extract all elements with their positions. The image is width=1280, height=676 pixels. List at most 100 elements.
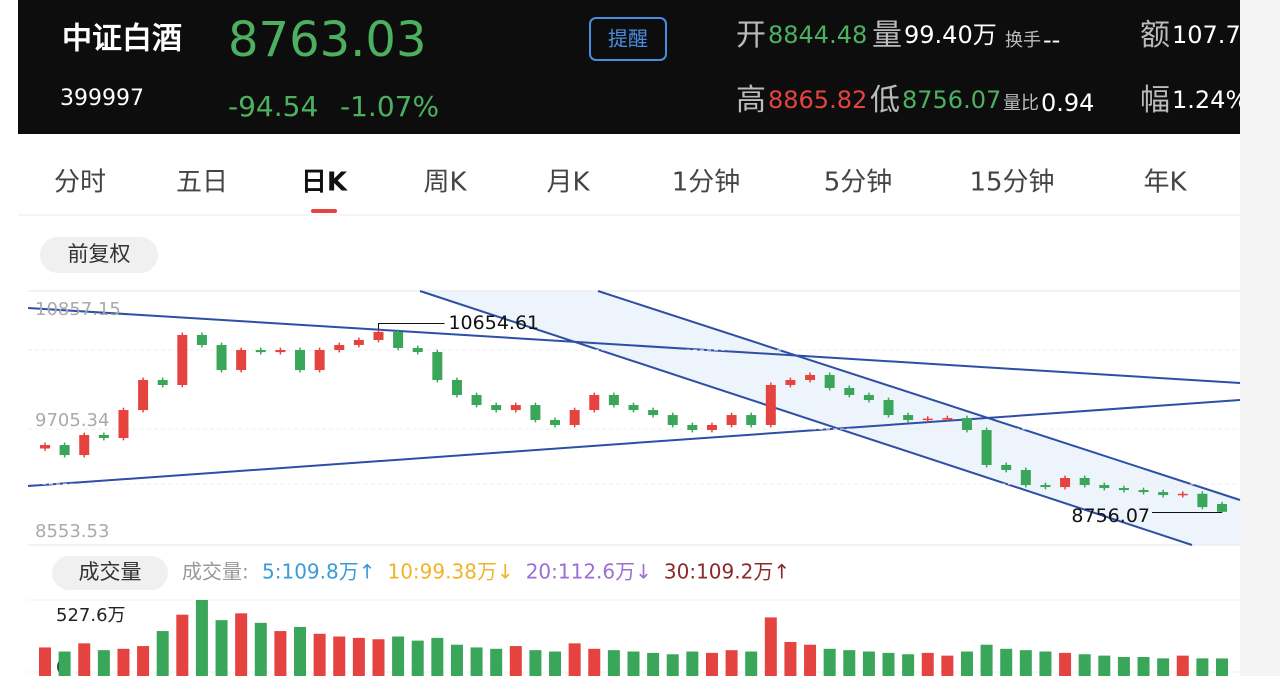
volume-bar [392,636,405,676]
tab[interactable]: 15分钟 [969,168,1054,198]
candle-body [844,387,855,396]
trend-line [27,399,1241,487]
volume-bar [784,641,797,676]
volume-bar [862,651,875,676]
candle-body [393,331,404,348]
volume-bar [58,651,71,676]
ma-legend: 5:109.8万↑ [262,560,375,584]
side-strip [1240,0,1280,676]
volume-bar [137,646,150,676]
stat-label: 高 [736,83,766,118]
tab[interactable]: 五日 [176,168,228,198]
volume-bar [1137,656,1150,676]
volume-bar [235,613,248,676]
candle-body [79,435,90,456]
volume-bar [470,647,483,676]
volume-pill[interactable] [52,556,168,590]
volume-title[interactable]: 成交量 [79,560,142,584]
volume-bar [647,652,660,676]
stat-value: 0.94 [1041,89,1094,117]
candle-body [1001,464,1012,470]
volume-bar [274,631,287,676]
candle-body [589,395,600,411]
volume-bar [450,644,463,676]
candle-body [667,415,678,425]
candle-body [451,379,462,396]
volume-bar [117,648,130,676]
candle-body [432,352,443,380]
tab[interactable]: 周K [423,168,467,198]
candle-body [608,395,619,406]
volume-bar [980,644,993,676]
tab[interactable]: 1分钟 [672,168,741,198]
tab-underline [311,209,337,213]
candle-body [530,405,541,420]
volume-legend-label: 成交量: [182,560,249,584]
tab[interactable]: 日K [301,168,348,198]
stat: 换手-- [1005,26,1060,54]
volume-bar [352,637,365,676]
volume-bar [215,620,228,676]
volume-bar [195,600,208,676]
tab[interactable]: 月K [546,168,590,198]
adjust-label[interactable]: 前复权 [68,242,131,266]
volume-bar [1039,651,1052,676]
volume-bar [627,651,640,676]
candle-body [177,334,188,385]
stat-value: 107.7 [1172,21,1241,49]
tab[interactable]: 分时 [54,168,106,198]
candle-body [706,424,717,430]
candle-body [118,410,129,438]
volume-bar [1059,652,1072,676]
candle-body [157,379,168,385]
volume-bar [176,614,189,676]
stat-label: 开 [736,18,766,53]
alert-label[interactable]: 提醒 [608,27,648,51]
tab[interactable]: 5分钟 [824,168,893,198]
trend-line [419,290,1193,546]
index-code: 399997 [60,86,144,111]
volume-bar [39,647,51,676]
alert-button[interactable] [589,17,667,61]
candle-body [353,339,364,345]
volume-bar [529,650,542,676]
stat-label: 额 [1140,18,1170,53]
stat-value: 8756.07 [902,86,1001,114]
candle-body [785,379,796,385]
tab[interactable]: 年K [1143,168,1187,198]
adjust-pill[interactable] [40,237,158,273]
candle-body [1118,488,1129,491]
volume-bar [1157,658,1170,676]
candle-body [334,344,345,351]
candle-body [491,405,502,411]
stat-value: 1.24% [1172,86,1248,114]
candle-body [471,395,482,406]
stat-value: -- [1043,26,1060,54]
index-name: 中证白酒 [62,22,182,57]
volume-bar [549,651,562,676]
volume-bar [78,643,91,676]
volume-bar [1176,655,1189,676]
y-tick-label: 527.6万 [56,605,126,626]
volume-bar [568,643,581,676]
y-tick-label: 8553.53 [35,521,109,542]
volume-bar [1000,648,1013,676]
candle-body [648,410,659,416]
volume-bar [725,650,738,676]
volume-bar [1098,655,1111,676]
candle-body [1020,469,1031,486]
volume-bar [686,651,699,676]
candle-body [805,374,816,380]
candle-body [569,410,580,425]
candle-body [550,419,561,425]
candle-body [863,395,874,401]
candle-body [1060,477,1071,488]
candle-body [314,350,325,371]
stat: 量99.40万 [872,18,997,53]
candle-body [922,418,933,421]
candle-body [275,350,286,353]
volume-bar [509,646,522,676]
stat-label: 低 [870,83,900,118]
volume-bar [823,648,836,676]
